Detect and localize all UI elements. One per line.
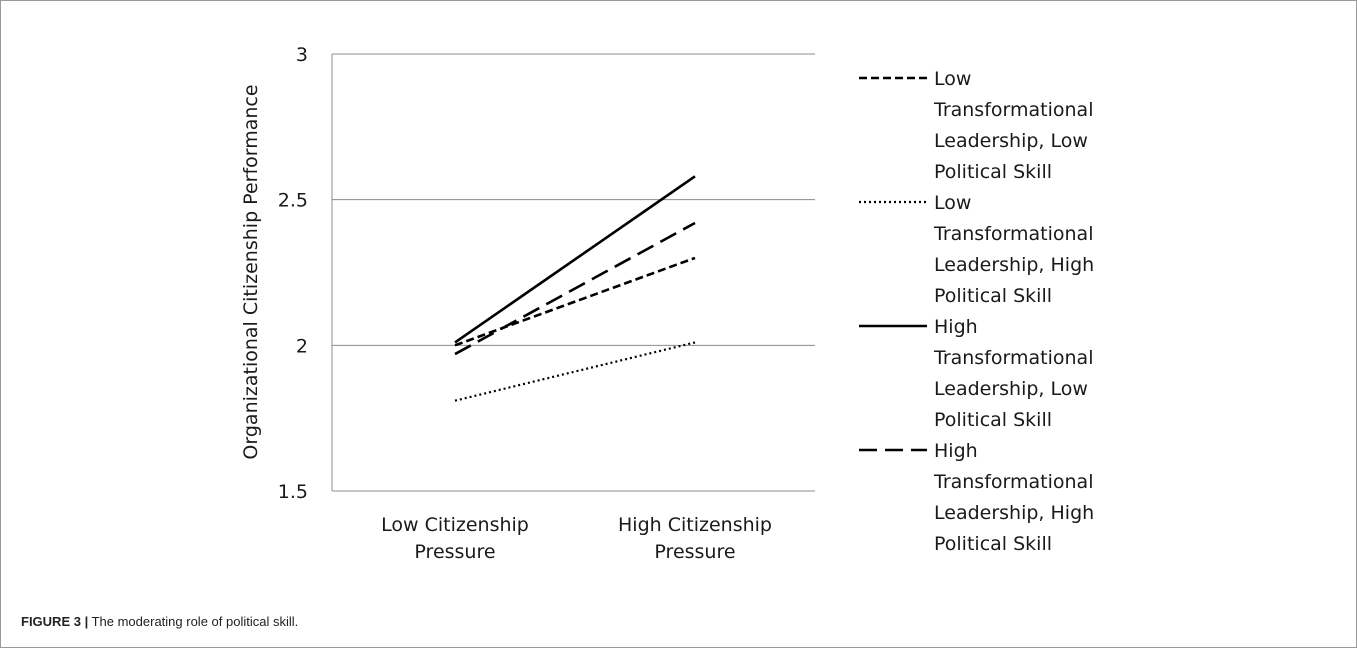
legend-label-line: Leadership, High <box>934 502 1094 524</box>
x-tick-label-line: Pressure <box>654 541 735 563</box>
legend-label: Low Transformational Leadership, Low Politi… <box>933 68 1093 183</box>
legend-label-line: Leadership, High <box>934 254 1094 276</box>
x-tick-label-line: Pressure <box>414 541 495 563</box>
legend-label-line: Political Skill <box>934 285 1052 307</box>
legend-label-line: Low <box>934 68 971 90</box>
legend-label: High Transformational Leadership, Low Polit… <box>933 316 1093 431</box>
legend: Low Transformational Leadership, Low Politi… <box>859 68 1094 555</box>
series-line <box>454 341 696 402</box>
series-line <box>454 175 696 344</box>
legend-label-line: Leadership, Low <box>934 378 1088 400</box>
legend-label-line: Transformational <box>933 99 1093 121</box>
legend-label-line: Political Skill <box>934 161 1052 183</box>
caption-label: FIGURE 3 | <box>21 614 89 629</box>
legend-label-line: Leadership, Low <box>934 130 1088 152</box>
series-line <box>454 221 696 356</box>
x-tick-label: Low Citizenship Pressure <box>381 514 529 563</box>
legend-label-line: Transformational <box>933 347 1093 369</box>
legend-label-line: Political Skill <box>934 409 1052 431</box>
legend-label-line: Low <box>934 192 971 214</box>
legend-label: High Transformational Leadership, High Poli… <box>933 440 1094 555</box>
x-tick-label: High Citizenship Pressure <box>618 514 772 563</box>
legend-label-line: Transformational <box>933 471 1093 493</box>
legend-label: Low Transformational Leadership, High Polit… <box>933 192 1094 307</box>
legend-label-line: Political Skill <box>934 533 1052 555</box>
legend-label-line: High <box>934 440 978 462</box>
y-tick-label: 3 <box>296 44 308 66</box>
caption-text: The moderating role of political skill. <box>88 614 299 629</box>
y-tick-label: 2 <box>296 335 308 357</box>
y-tick-label: 1.5 <box>278 481 308 503</box>
series-lines <box>454 175 696 402</box>
legend-label-line: Transformational <box>933 223 1093 245</box>
gridlines <box>332 53 815 492</box>
x-tick-label-line: High Citizenship <box>618 514 772 536</box>
figure-caption: FIGURE 3 | The moderating role of politi… <box>21 614 298 629</box>
legend-label-line: High <box>934 316 978 338</box>
series-line <box>454 256 696 347</box>
x-tick-label-line: Low Citizenship <box>381 514 529 536</box>
y-axis-label: Organizational Citizenship Performance <box>240 84 262 459</box>
y-tick-label: 2.5 <box>278 190 308 212</box>
